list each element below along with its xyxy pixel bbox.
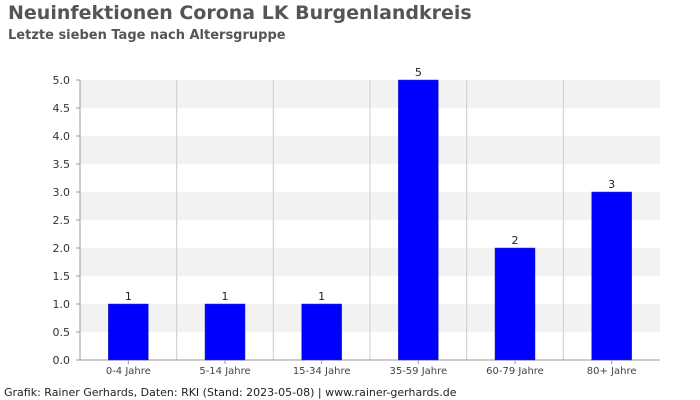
x-tick-label: 15-34 Jahre	[293, 366, 351, 377]
y-tick-label: 3.5	[53, 158, 71, 171]
y-tick-label: 4.0	[53, 130, 71, 143]
y-tick-label: 4.5	[53, 102, 71, 115]
x-tick-label: 35-59 Jahre	[389, 366, 447, 377]
y-tick-label: 0.5	[53, 326, 71, 339]
x-tick-label: 0-4 Jahre	[106, 366, 151, 377]
bar-data-label: 1	[222, 290, 229, 303]
bar	[108, 303, 149, 361]
bar	[494, 247, 536, 361]
bar	[398, 79, 439, 361]
bar-data-label: 2	[512, 234, 519, 247]
y-tick-label: 1.0	[53, 298, 71, 311]
bar	[204, 303, 246, 361]
y-tick-label: 2.5	[53, 214, 71, 227]
footer-credit: Grafik: Rainer Gerhards, Daten: RKI (Sta…	[4, 386, 457, 399]
x-tick-label: 80+ Jahre	[587, 366, 637, 377]
y-tick-label: 5.0	[53, 74, 71, 87]
bar-data-label: 3	[608, 178, 615, 191]
x-tick-label: 5-14 Jahre	[199, 366, 250, 377]
bar	[591, 191, 632, 361]
bar-data-label: 1	[318, 290, 325, 303]
y-tick-label: 2.0	[53, 242, 71, 255]
bar-data-label: 5	[415, 66, 422, 79]
y-tick-label: 1.5	[53, 270, 71, 283]
y-tick-label: 3.0	[53, 186, 71, 199]
bar-data-label: 1	[125, 290, 132, 303]
y-tick-label: 0.0	[53, 354, 71, 367]
chart-title: Neuinfektionen Corona LK Burgenlandkreis	[8, 2, 472, 24]
bar	[301, 303, 342, 361]
x-tick-label: 60-79 Jahre	[486, 366, 544, 377]
chart-subtitle: Letzte sieben Tage nach Altersgruppe	[8, 28, 286, 43]
